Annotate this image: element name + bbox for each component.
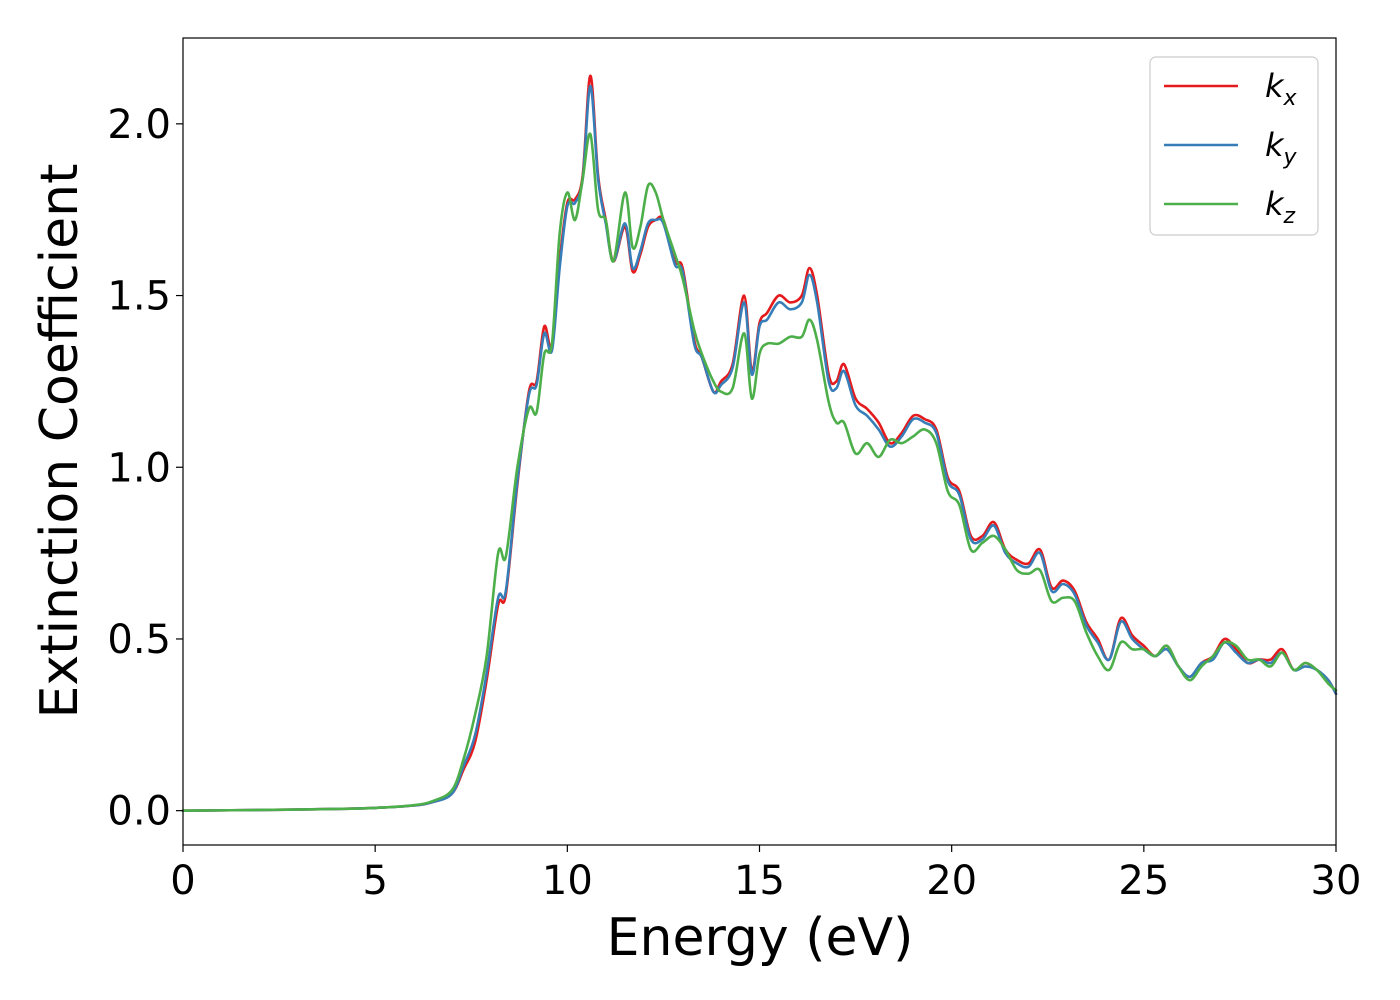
x-tick-label: 0 [170,858,195,904]
y-tick-label: 0.0 [107,789,171,835]
y-axis: 0.0 0.5 1.0 1.5 2.0 [107,102,183,835]
x-axis-label: Energy (eV) [607,908,914,968]
x-tick-label: 5 [362,858,387,904]
x-tick-label: 30 [1311,858,1362,904]
x-tick-label: 10 [542,858,593,904]
y-tick-label: 1.0 [107,445,171,491]
legend-label-kx: kx [1265,67,1298,111]
y-tick-label: 0.5 [107,617,171,663]
y-axis-label: Extinction Coefficient [30,164,90,719]
series-layer [181,74,1338,812]
legend-label-ky: ky [1265,126,1298,170]
legend-label-kz: kz [1265,185,1296,229]
y-tick-label: 2.0 [107,102,171,148]
x-tick-label: 20 [926,858,977,904]
x-axis: 0 5 10 15 20 25 30 [170,845,1361,904]
x-tick-label: 25 [1118,858,1169,904]
x-tick-label: 15 [734,858,785,904]
series-line-kz [181,132,1338,812]
legend: kx ky kz [1149,56,1319,236]
y-tick-label: 1.5 [107,274,171,320]
